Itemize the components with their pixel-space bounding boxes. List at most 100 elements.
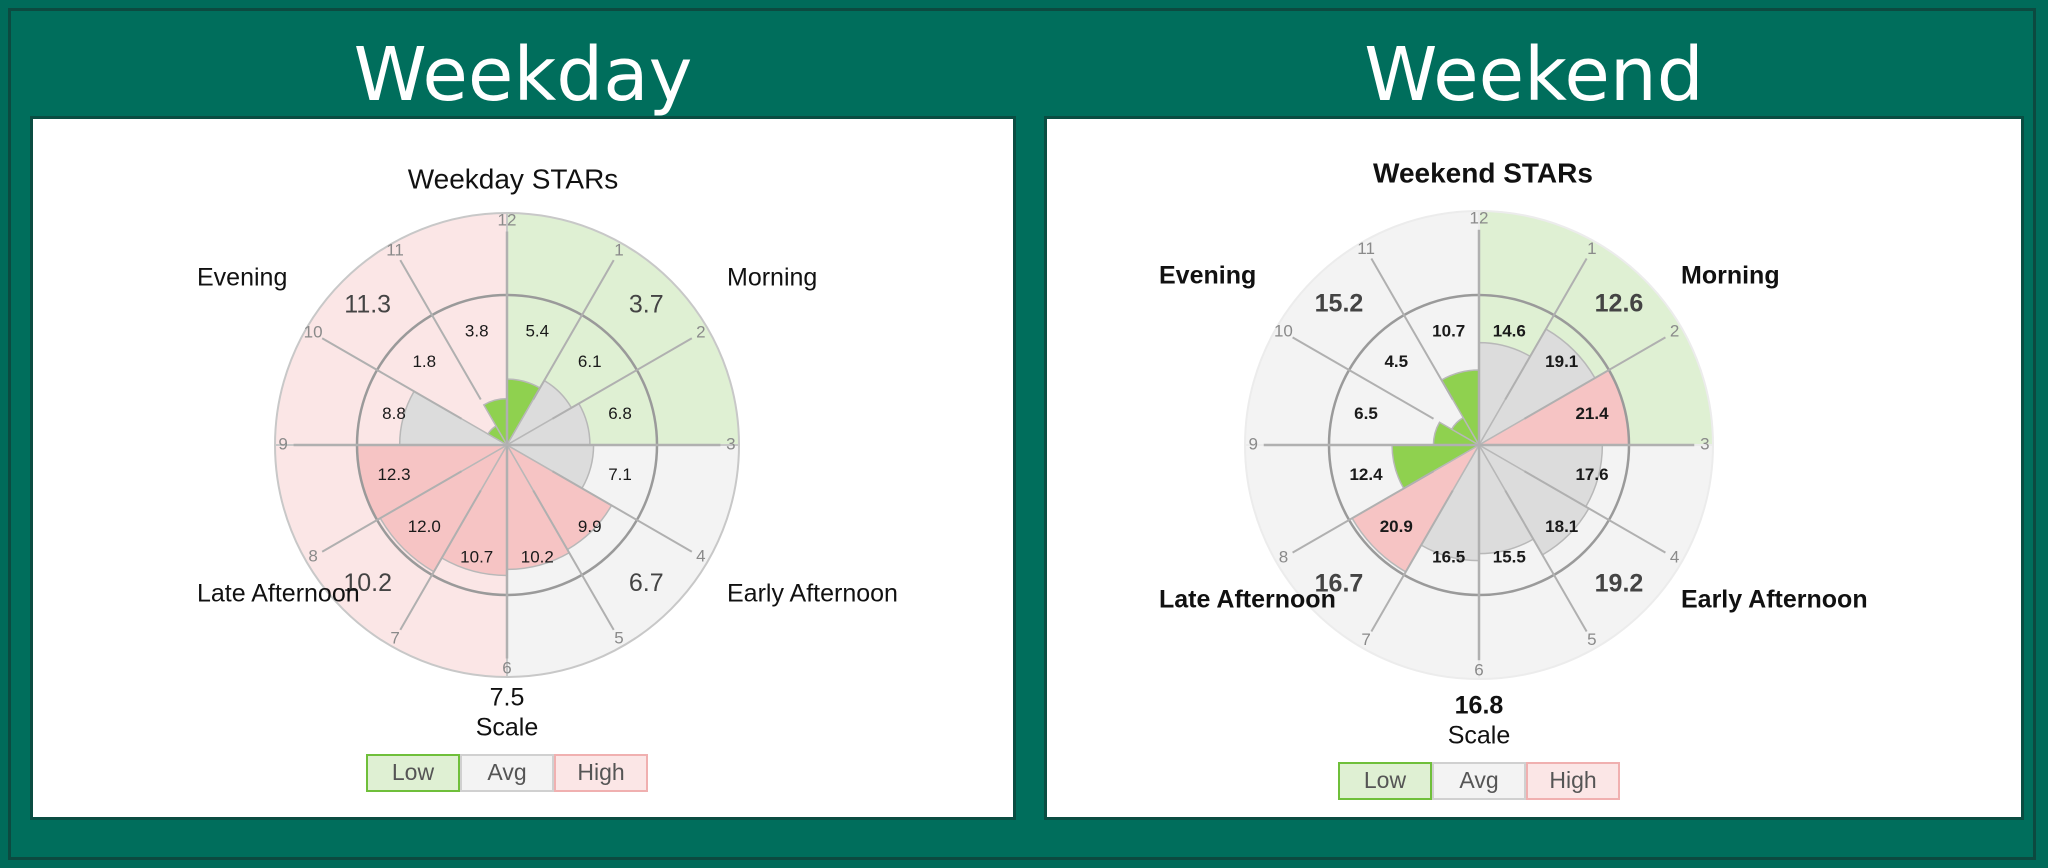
weekend-hour-label-9: 9 (1248, 434, 1257, 453)
weekend-hour-value-4: 18.1 (1545, 517, 1578, 536)
weekday-chart-card: 12 1 2 3 4 5 6 7 8 9 10 11 5.4 6.1 6.8 7.1 9.9 10.2 10.7 12… (30, 116, 1016, 820)
weekday-period-value-morning: 3.7 (629, 290, 664, 318)
weekend-hour-label-2: 2 (1670, 322, 1679, 341)
weekend-hour-value-2: 21.4 (1575, 404, 1609, 423)
weekday-hour-value-11: 3.8 (465, 321, 489, 340)
weekday-hour-label-6: 6 (502, 658, 511, 677)
weekend-overall-value: 16.8 (1455, 692, 1504, 720)
weekend-hour-value-12: 14.6 (1493, 321, 1526, 340)
weekday-hour-label-10: 10 (304, 323, 323, 342)
weekday-period-name-evening: Evening (197, 264, 287, 292)
weekday-hour-label-7: 7 (390, 628, 399, 647)
weekend-hour-label-6: 6 (1474, 660, 1483, 679)
weekday-hour-value-6: 10.7 (460, 547, 493, 566)
weekday-hour-tick-7 (399, 489, 482, 631)
weekend-scale-label: Scale (1448, 722, 1511, 750)
weekday-hour-value-2: 6.8 (608, 404, 632, 423)
weekday-hour-label-8: 8 (308, 546, 317, 565)
weekday-hour-value-8: 12.3 (377, 465, 410, 484)
weekend-period-name-late-afternoon: Late Afternoon (1159, 586, 1336, 614)
weekend-hour-value-11: 10.7 (1432, 321, 1465, 340)
weekday-hour-tick-11 (399, 259, 482, 401)
weekend-chart-card: 12 1 2 3 4 5 6 7 8 9 10 11 14.6 19.1 21.4 17.6 18.1 15.5 1… (1044, 116, 2024, 820)
weekend-period-name-early-afternoon: Early Afternoon (1681, 586, 1868, 614)
weekday-legend-swatch-avg (460, 754, 554, 792)
weekday-hour-value-1: 6.1 (578, 352, 602, 371)
weekend-hour-label-12: 12 (1470, 209, 1489, 228)
weekend-hour-value-8: 12.4 (1349, 465, 1383, 484)
weekend-hour-tick-1 (1504, 258, 1588, 401)
weekday-hour-value-9: 8.8 (382, 404, 406, 423)
weekday-hour-label-12: 12 (498, 211, 517, 230)
weekend-hour-value-7: 20.9 (1380, 517, 1413, 536)
weekend-legend-label-high: High (1549, 767, 1596, 793)
weekday-hour-label-3: 3 (726, 434, 735, 453)
weekday-period-name-early-afternoon: Early Afternoon (727, 580, 898, 608)
weekday-hour-value-10: 1.8 (412, 352, 436, 371)
weekend-hour-tick-4 (1523, 470, 1666, 554)
weekend-stars-chart: 12123456789101114.619.121.417.618.115.51… (1159, 157, 1868, 800)
weekday-stars-chart: 1212345678910115.46.16.87.19.910.210.712… (197, 163, 898, 792)
weekend-period-name-morning: Morning (1681, 262, 1780, 290)
weekday-legend-swatch-high (554, 754, 648, 792)
weekend-hour-value-1: 19.1 (1545, 352, 1578, 371)
weekday-scale-label: Scale (476, 714, 539, 742)
weekday-hour-value-5: 10.2 (521, 547, 554, 566)
weekday-hour-tick-4 (551, 470, 693, 553)
weekend-hour-value-3: 17.6 (1575, 465, 1608, 484)
weekday-hour-value-12: 5.4 (525, 321, 549, 340)
weekday-hour-tick-5 (532, 489, 615, 631)
weekend-legend-label-low: Low (1364, 767, 1407, 793)
weekday-period-value-early-afternoon: 6.7 (629, 569, 664, 597)
weekend-hour-tick-8 (1292, 470, 1435, 554)
weekend-legend-swatch-high (1526, 762, 1620, 800)
weekend-period-name-evening: Evening (1159, 262, 1256, 290)
weekday-hour-value-4: 9.9 (578, 517, 602, 536)
weekday-hour-label-2: 2 (696, 323, 705, 342)
weekend-period-value-morning: 12.6 (1595, 290, 1644, 318)
weekend-hour-tick-2 (1523, 336, 1666, 420)
weekday-period-sector-evening (273, 211, 508, 446)
weekday-overall-value: 7.5 (490, 684, 525, 712)
weekday-period-name-late-afternoon: Late Afternoon (197, 580, 360, 608)
weekday-hour-tick-8 (321, 470, 463, 553)
weekend-period-sector-evening (1243, 209, 1480, 446)
weekend-legend-swatch-low (1338, 762, 1432, 800)
weekend-chart-title: Weekend STARs (1373, 157, 1593, 188)
weekday-hour-tick-1 (532, 259, 615, 401)
weekday-hour-tick-2 (551, 337, 693, 420)
weekend-hour-label-1: 1 (1587, 239, 1596, 258)
weekend-period-value-early-afternoon: 19.2 (1595, 570, 1644, 598)
weekend-hour-tick-5 (1504, 489, 1588, 632)
weekday-hour-label-9: 9 (278, 434, 287, 453)
weekend-hour-label-4: 4 (1670, 547, 1679, 566)
weekend-hour-label-10: 10 (1274, 322, 1293, 341)
weekday-panel-title: Weekday (353, 32, 693, 118)
weekday-period-name-morning: Morning (727, 264, 817, 292)
weekend-hour-label-3: 3 (1700, 434, 1709, 453)
weekend-panel-title: Weekend (1364, 32, 1704, 118)
weekend-legend-label-avg: Avg (1459, 767, 1498, 793)
weekend-hour-label-7: 7 (1361, 630, 1370, 649)
weekday-legend-label-low: Low (392, 759, 435, 785)
weekday-legend-swatch-low (366, 754, 460, 792)
weekend-hour-label-11: 11 (1357, 239, 1375, 258)
weekday-hour-value-3: 7.1 (608, 465, 632, 484)
weekday-period-value-evening: 11.3 (344, 290, 391, 318)
weekend-hour-label-5: 5 (1587, 630, 1596, 649)
weekday-hour-label-1: 1 (614, 241, 623, 260)
weekend-hour-label-8: 8 (1279, 547, 1288, 566)
weekend-hour-tick-11 (1370, 258, 1454, 401)
weekday-hour-label-4: 4 (696, 546, 705, 565)
weekday-hour-label-5: 5 (614, 628, 623, 647)
weekend-hour-value-5: 15.5 (1493, 547, 1526, 566)
weekday-hour-value-7: 12.0 (408, 517, 441, 536)
weekend-hour-value-9: 6.5 (1354, 404, 1378, 423)
weekend-legend-swatch-avg (1432, 762, 1526, 800)
weekend-period-value-evening: 15.2 (1315, 290, 1364, 318)
weekday-period-sector-morning (506, 211, 741, 446)
weekday-period-value-late-afternoon: 10.2 (343, 569, 392, 597)
weekend-period-value-late-afternoon: 16.7 (1315, 570, 1364, 598)
weekend-hour-value-10: 4.5 (1384, 352, 1408, 371)
weekend-hour-tick-10 (1292, 336, 1435, 420)
